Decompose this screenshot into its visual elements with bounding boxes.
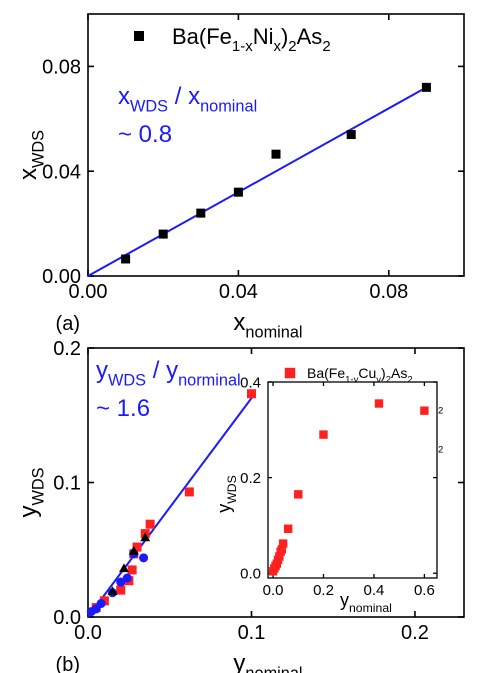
x-tick-label: 0.2 [401, 622, 429, 644]
y-tick-label: 0.08 [42, 57, 81, 79]
data-point [278, 539, 288, 548]
series-3 [107, 532, 151, 596]
x-axis-label: xnominal [233, 309, 302, 342]
data-point [319, 430, 328, 439]
series-1 [268, 399, 429, 576]
y-axis-label: yWDS [15, 467, 48, 517]
data-point [128, 545, 139, 555]
x-tick-label: 0.2 [313, 582, 334, 599]
y-tick-label: 0.2 [53, 338, 81, 360]
data-point [122, 573, 132, 583]
data-point [145, 519, 155, 529]
data-point [127, 565, 137, 575]
data-point [119, 563, 129, 573]
data-point [277, 545, 287, 554]
ratio-value: ~ 0.8 [118, 121, 172, 148]
legend: Ba(Fe1-xNix)2As2 [134, 24, 331, 55]
data-point [121, 254, 131, 264]
ratio-annotation: xWDS / xnominal [118, 83, 257, 116]
data-point [184, 487, 194, 497]
panel-label: (b) [56, 654, 80, 673]
data-point [116, 577, 126, 587]
y-axis-label: xWDS [15, 130, 48, 180]
legend-label: Ba(Fe1-yCuy)2As2 [307, 365, 413, 385]
data-point [132, 542, 142, 552]
data-point [116, 585, 126, 595]
x-tick-label: 0.4 [364, 582, 385, 599]
legend-marker [284, 367, 296, 379]
data-point [233, 187, 243, 197]
data-point [294, 490, 303, 499]
plot-frame [87, 13, 465, 277]
y-tick-label: 0.0 [53, 607, 81, 629]
data-point [283, 524, 293, 533]
data-point [346, 130, 356, 140]
x-tick-label: 0.1 [238, 622, 266, 644]
x-tick-label: 0.6 [414, 582, 435, 599]
x-tick-label: 0.0 [263, 582, 284, 599]
data-point [275, 552, 284, 561]
y-tick-label: 0.0 [240, 566, 261, 583]
y-tick-label: 0.04 [42, 161, 81, 183]
data-point [139, 553, 149, 563]
data-point [374, 399, 384, 408]
data-point [271, 149, 281, 159]
data-point [246, 389, 256, 399]
chart-panel-1: 0.00 0.04 0.08 0.00 0.04 0.08 xnominal xWDS (a) x… [15, 13, 465, 342]
inset-y-axis-label: yWDS [214, 475, 239, 513]
data-point [421, 82, 431, 92]
x-tick-label: 0.0 [74, 622, 102, 644]
data-point [420, 406, 429, 415]
data-point [140, 532, 151, 542]
ratio-value: ~ 1.6 [96, 395, 150, 422]
legend-label: Ba(Fe1-xNix)2As2 [172, 24, 331, 55]
panel-label: (a) [56, 313, 80, 335]
data-point [107, 586, 118, 596]
inset-x-axis-label: ynominal [340, 590, 392, 615]
x-tick-label: 0.08 [369, 281, 408, 303]
plot-frame [267, 381, 438, 579]
x-tick-label: 0.00 [69, 281, 108, 303]
x-tick-label: 0.04 [219, 281, 258, 303]
fit-line [87, 393, 256, 618]
legend-marker [134, 31, 144, 41]
y-tick-label: 0.00 [42, 266, 81, 288]
data-point [196, 208, 206, 218]
series-1 [121, 82, 431, 264]
x-axis-label: ynominal [233, 650, 302, 673]
data-point [158, 229, 168, 239]
y-tick-label: 0.2 [240, 470, 261, 487]
fit-line [87, 86, 427, 277]
ratio-annotation: yWDS / ynorminal [96, 357, 241, 390]
y-tick-label: 0.1 [53, 473, 81, 495]
y-tick-label: 0.4 [240, 374, 261, 391]
data-point [96, 599, 106, 609]
